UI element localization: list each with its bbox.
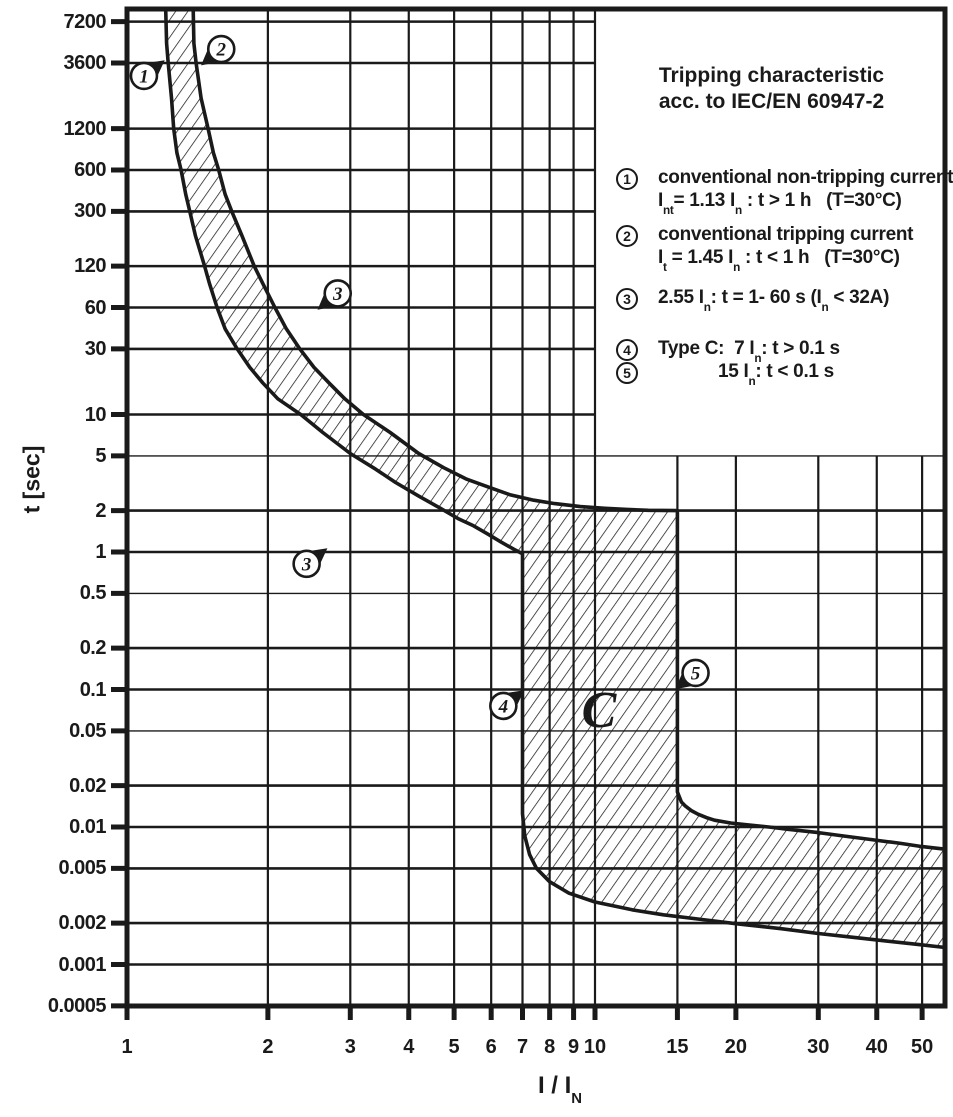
y-tick-label: 0.02 bbox=[69, 774, 106, 797]
curve-marker-2: 2 bbox=[201, 34, 236, 66]
y-tick-label: 0.2 bbox=[79, 637, 107, 660]
x-tick-label: 6 bbox=[485, 1036, 497, 1058]
svg-text:1: 1 bbox=[139, 66, 149, 87]
x-tick-label: 3 bbox=[344, 1036, 356, 1058]
svg-text:4: 4 bbox=[498, 696, 509, 717]
y-tick-label: 0.0005 bbox=[47, 994, 107, 1017]
marker-pointer-icon bbox=[507, 690, 525, 706]
x-tick-label: 1 bbox=[121, 1036, 133, 1058]
x-tick-label: 20 bbox=[724, 1036, 747, 1058]
x-axis-title: I / IN bbox=[537, 1072, 583, 1107]
legend-item-text: conventional tripping current It = 1.45 I… bbox=[658, 224, 914, 274]
y-tick-label: 5 bbox=[95, 444, 106, 467]
y-tick-label: 10 bbox=[84, 403, 107, 426]
marker-pointer-icon bbox=[147, 60, 165, 76]
curve-marker-5: 5 bbox=[675, 658, 710, 690]
y-tick-label: 0.05 bbox=[69, 719, 106, 742]
legend-title-line2: acc. to IEC/EN 60947-2 bbox=[658, 90, 885, 113]
y-tick-label: 0.1 bbox=[79, 678, 107, 701]
y-tick-label: 2 bbox=[95, 499, 106, 522]
legend-number-badge: 4 bbox=[616, 339, 638, 361]
svg-text:5: 5 bbox=[691, 663, 701, 684]
legend-number-badge: 2 bbox=[616, 225, 638, 247]
plot-border bbox=[124, 6, 948, 1009]
legend-number-badge: 3 bbox=[616, 288, 638, 310]
y-tick-label: 30 bbox=[84, 337, 107, 360]
legend-number-badge: 1 bbox=[616, 168, 638, 190]
svg-text:3: 3 bbox=[332, 284, 343, 305]
curve-marker-3: 3 bbox=[317, 279, 353, 310]
tick-marks bbox=[111, 19, 925, 1020]
y-tick-label: 0.5 bbox=[79, 582, 107, 605]
x-tick-label: 15 bbox=[666, 1036, 689, 1058]
x-tick-label: 10 bbox=[583, 1036, 607, 1058]
y-tick-label: 0.005 bbox=[58, 857, 106, 880]
marker-pointer-icon bbox=[201, 49, 218, 66]
y-tick-label: 3600 bbox=[63, 52, 107, 74]
region-label-C: C bbox=[582, 682, 618, 739]
legend-panel bbox=[596, 11, 943, 455]
marker-pointer-icon bbox=[317, 294, 335, 310]
tripping-band bbox=[163, 7, 947, 950]
legend-item-text: conventional non-tripping current Int= 1.… bbox=[658, 167, 953, 217]
legend-item-text: Type C: 7 In: t > 0.1 s bbox=[658, 338, 840, 366]
y-tick-label: 60 bbox=[84, 296, 107, 319]
svg-text:2: 2 bbox=[216, 40, 227, 61]
y-tick-label: 0.01 bbox=[69, 816, 106, 838]
x-tick-label: 7 bbox=[516, 1036, 529, 1058]
y-tick-label: 120 bbox=[74, 255, 106, 278]
legend-item-text: 2.55 In: t = 1- 60 s (In < 32A) bbox=[658, 287, 890, 315]
x-tick-label: 2 bbox=[262, 1036, 274, 1058]
y-tick-label: 1 bbox=[95, 541, 106, 563]
marker-pointer-icon bbox=[675, 673, 693, 690]
marker-pointer-icon bbox=[310, 548, 328, 564]
legend-number-badge: 5 bbox=[616, 362, 638, 384]
x-tick-label: 5 bbox=[448, 1036, 460, 1058]
legend-item-text: 15 In: t < 0.1 s bbox=[718, 361, 834, 389]
x-tick-label: 40 bbox=[865, 1036, 888, 1058]
curve-marker-1: 1 bbox=[129, 60, 165, 91]
x-tick-label: 4 bbox=[403, 1036, 415, 1058]
y-tick-label: 0.001 bbox=[58, 953, 106, 976]
curve-marker-3: 3 bbox=[292, 548, 328, 579]
y-tick-label: 1200 bbox=[63, 117, 107, 140]
y-tick-label: 7200 bbox=[63, 10, 107, 33]
y-tick-label: 0.002 bbox=[58, 912, 106, 935]
x-tick-label: 9 bbox=[568, 1036, 580, 1058]
x-tick-label: 50 bbox=[910, 1036, 934, 1058]
legend-title-line1: Tripping characteristic bbox=[658, 64, 885, 87]
x-tick-label: 8 bbox=[544, 1036, 556, 1058]
y-tick-label: 300 bbox=[74, 200, 106, 223]
x-tick-label: 30 bbox=[807, 1036, 830, 1058]
legend: Tripping characteristic acc. to IEC/EN 6… bbox=[598, 10, 953, 455]
svg-text:3: 3 bbox=[301, 554, 312, 575]
curve-marker-4: 4 bbox=[489, 690, 525, 721]
y-tick-label: 600 bbox=[74, 159, 106, 181]
